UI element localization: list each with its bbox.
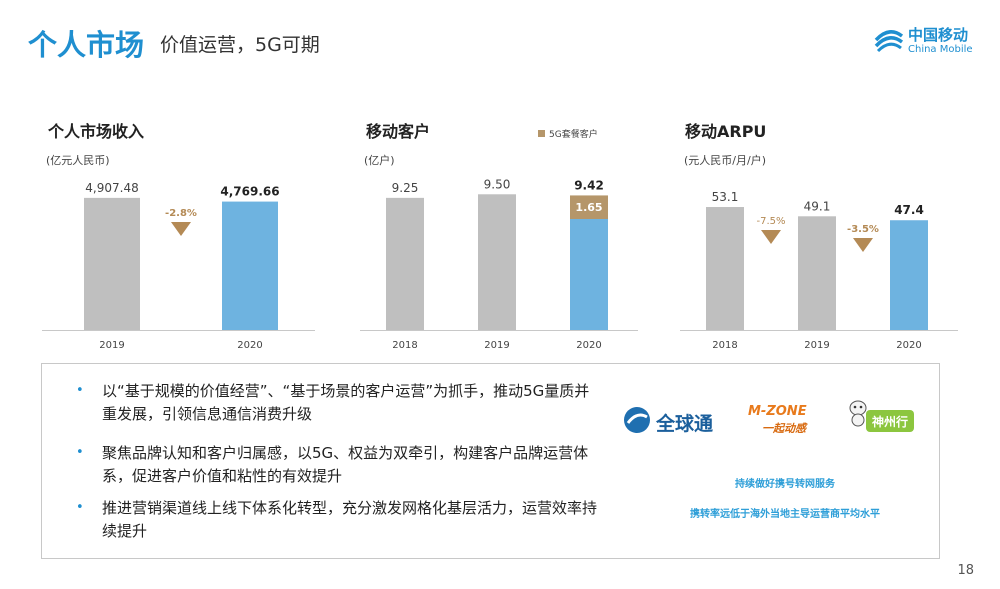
- bar-value-label: 9.25: [392, 181, 419, 195]
- bullet-3: 推进营销渠道线上线下体系化转型，充分激发网格化基层活力，运营效率持续提升: [102, 499, 598, 540]
- bar-5g-segment: [570, 195, 608, 219]
- x-tick-label: 2018: [392, 340, 417, 350]
- mzone-brand-name: M-ZONE: [748, 404, 807, 419]
- brand-note-2: 携转率远低于海外当地主导运营商平均水平: [690, 509, 880, 520]
- mzone-slogan: 一起动感: [762, 422, 806, 435]
- bar-5g-value-label: 1.65: [575, 201, 602, 214]
- legend-5g-label: 5G套餐客户: [549, 130, 598, 140]
- bar-value-label: 4,907.48: [85, 181, 138, 195]
- page-title: 个人市场: [28, 28, 145, 62]
- bar-value-label: 47.4: [894, 203, 924, 217]
- bullet-2: 聚焦品牌认知和客户归属感，以5G、权益为双牵引，构建客户品牌运营体系，促进客户价…: [102, 444, 589, 485]
- bar-2020: [570, 219, 608, 330]
- bullet-dot: •: [76, 500, 84, 515]
- easyown-logo-badge: [866, 410, 914, 432]
- x-tick-label: 2020: [576, 340, 601, 350]
- bar-value-label: 4,769.66: [220, 185, 279, 199]
- bar-2019: [798, 216, 836, 330]
- bar-2018: [386, 197, 424, 330]
- x-tick-label: 2019: [99, 340, 124, 350]
- page-number: 18: [957, 563, 974, 578]
- chart2-unit: (亿户): [364, 154, 395, 167]
- down-arrow-icon: [853, 238, 873, 252]
- bar-2019: [478, 194, 516, 330]
- change-pct-label: -3.5%: [847, 224, 879, 235]
- change-pct-label: -2.8%: [165, 208, 197, 219]
- easyown-mascot-icon: [849, 400, 867, 427]
- china-mobile-logo-icon: [874, 30, 904, 53]
- bar-value-label: 49.1: [804, 199, 831, 213]
- bar-value-label: 9.50: [484, 177, 511, 191]
- gotone-logo-icon: [624, 407, 650, 433]
- logo-name-en: China Mobile: [908, 44, 973, 55]
- down-arrow-icon: [761, 230, 781, 244]
- x-tick-label: 2020: [237, 340, 262, 350]
- bar-2020: [222, 201, 278, 330]
- change-pct-label: -7.5%: [756, 216, 785, 227]
- gotone-brand-name: 全球通: [656, 413, 714, 435]
- chart1-title: 个人市场收入: [48, 122, 145, 141]
- legend-5g-swatch: [538, 130, 545, 137]
- chart1-plot: 4,907.48 2019 4,769.66 2020 -2.8%: [42, 181, 315, 350]
- chart3-unit: (元人民币/月/户): [684, 154, 766, 167]
- chart2-title: 移动客户: [366, 122, 431, 141]
- chart1-unit: (亿元人民币): [46, 154, 110, 167]
- chart3-title: 移动ARPU: [685, 122, 767, 141]
- bullet-dot: •: [76, 383, 84, 398]
- bullet-1: 以“基于规模的价值经营”、“基于场景的客户运营”为抓手，推动5G量质并重发展，引…: [102, 382, 590, 423]
- strategy-panel: [41, 363, 940, 559]
- x-tick-label: 2019: [484, 340, 509, 350]
- page-subtitle: 价值运营，5G可期: [160, 34, 320, 56]
- down-arrow-icon: [171, 222, 191, 236]
- bullet-dot: •: [76, 445, 84, 460]
- bar-2020: [890, 220, 928, 330]
- mzone-logo: M-ZONE 一起动感: [748, 404, 826, 440]
- bar-2019: [84, 197, 140, 330]
- bar-value-label: 53.1: [712, 190, 739, 204]
- x-tick-label: 2020: [896, 340, 921, 350]
- bar-2018: [706, 207, 744, 330]
- chart2-plot: 9.25 2018 9.50 2019 1.65 9.42 2020: [360, 177, 638, 350]
- x-tick-label: 2019: [804, 340, 829, 350]
- chart3-plot: 53.1 2018 49.1 2019 47.4 2020 -7.5% -3.5%: [680, 190, 958, 350]
- brand-note-1: 持续做好携号转网服务: [735, 479, 835, 490]
- logo-name-cn: 中国移动: [908, 26, 969, 44]
- easyown-brand-name: 神州行: [871, 415, 908, 429]
- bar-value-label: 9.42: [574, 178, 604, 192]
- x-tick-label: 2018: [712, 340, 737, 350]
